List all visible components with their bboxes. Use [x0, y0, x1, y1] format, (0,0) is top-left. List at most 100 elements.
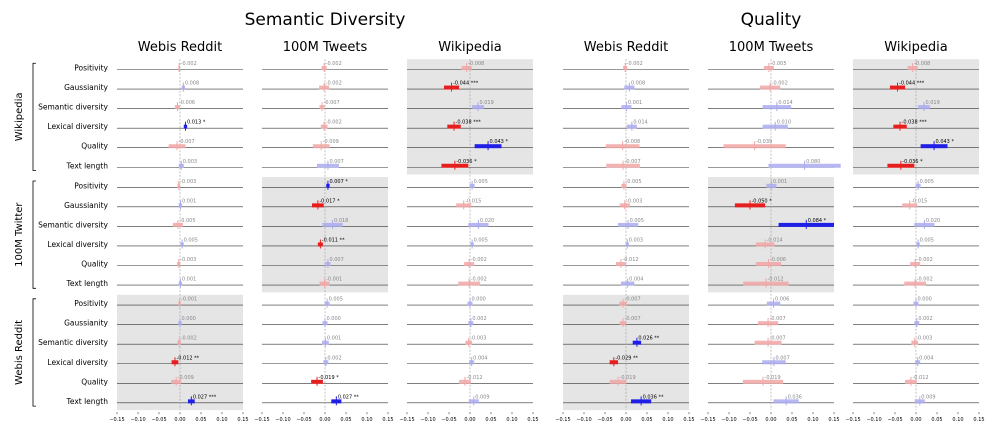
- row-label: Lexical diversity: [47, 122, 108, 131]
- section-title-semantic-diversity: Semantic Diversity: [245, 10, 406, 30]
- value-label: 0.004: [473, 355, 487, 361]
- value-label: -0.006: [179, 100, 195, 106]
- x-tick-label: 0.00: [620, 417, 631, 423]
- value-label: -0.044 ***: [453, 81, 479, 87]
- value-label: -0.036 *: [902, 159, 923, 165]
- x-tick-label: 0.05: [195, 417, 206, 423]
- value-label: 0.009: [921, 394, 935, 400]
- value-label: -0.009: [323, 139, 339, 145]
- value-label: 0.001: [773, 179, 787, 185]
- value-label: -0.019 *: [319, 375, 340, 381]
- value-label: 0.007: [329, 159, 343, 165]
- value-label: -0.050 *: [752, 198, 773, 204]
- value-label: -0.015: [911, 198, 927, 204]
- panel-title-semantic-100m-tweets: 100M Tweets: [283, 40, 368, 55]
- x-tick-label: 0.15: [683, 417, 694, 423]
- row-label: Quality: [81, 260, 108, 269]
- value-label: -0.011 **: [322, 237, 345, 243]
- value-label: -0.002: [471, 277, 487, 283]
- value-label: -0.002: [326, 81, 342, 87]
- row-label: Gaussianity: [64, 83, 108, 92]
- row-label: Semantic diversity: [38, 338, 108, 347]
- value-label: 0.004: [919, 355, 933, 361]
- value-label: -0.007: [770, 336, 786, 342]
- row-labels: Positivity Gaussianity Semantic diversity L…: [38, 64, 108, 406]
- x-tick-label: 0.00: [910, 417, 921, 423]
- value-label: 0.014: [633, 120, 647, 126]
- x-tick-label: 0.05: [340, 417, 351, 423]
- row-label: Text length: [66, 161, 109, 170]
- value-label: 0.000: [182, 316, 196, 322]
- x-tick-label: −0.05: [597, 417, 612, 423]
- x-tick-label: 0.15: [237, 417, 248, 423]
- value-label: -0.002: [326, 61, 342, 67]
- value-label: 0.010: [777, 120, 791, 126]
- value-label: -0.039: [756, 139, 772, 145]
- value-label: 0.000: [918, 297, 932, 303]
- value-label: -0.007: [625, 297, 641, 303]
- value-label: -0.019: [620, 375, 636, 381]
- x-tick-label: 0.10: [216, 417, 227, 423]
- x-tick-label: −0.15: [109, 417, 124, 423]
- value-label: 0.005: [474, 237, 488, 243]
- value-label: 0.018: [334, 218, 348, 224]
- shaded-blocks: [117, 59, 979, 411]
- value-label: -0.012: [912, 375, 928, 381]
- panel-title-quality-100m-tweets: 100M Tweets: [729, 40, 814, 55]
- value-label: 0.007: [775, 355, 789, 361]
- value-label: -0.038 ***: [902, 120, 928, 126]
- panel-title-semantic-wikipedia: Wikipedia: [438, 40, 501, 55]
- value-label: 0.005: [630, 218, 644, 224]
- group-label-webis-reddit: Webis Reddit: [14, 320, 25, 385]
- x-tick-label: −0.15: [700, 417, 715, 423]
- group-bracket: [32, 62, 36, 171]
- value-label: 0.080: [806, 159, 820, 165]
- row-label: Text length: [66, 397, 109, 406]
- x-tick-label: −0.05: [742, 417, 757, 423]
- value-label: -0.002: [181, 61, 197, 67]
- x-tick-label: −0.15: [254, 417, 269, 423]
- value-label: 0.026 **: [638, 336, 659, 342]
- panel-title-semantic-webis-reddit: Webis Reddit: [138, 40, 223, 55]
- x-tick-label: −0.05: [441, 417, 456, 423]
- row-label: Text length: [66, 279, 109, 288]
- value-label: 0.004: [629, 277, 643, 283]
- value-label: -0.007: [324, 100, 340, 106]
- x-tick-label: 0.05: [931, 417, 942, 423]
- x-tick-label: −0.10: [866, 417, 881, 423]
- value-label: 0.005: [920, 237, 934, 243]
- x-axis-ticks: −0.15 −0.10 −0.05 0.00 0.05 0.10 0.15 −0.15 −0.1…: [109, 412, 985, 423]
- value-label: 0.001: [182, 277, 196, 283]
- value-label: -0.007: [770, 316, 786, 322]
- value-label: -0.014: [767, 237, 783, 243]
- row-lines: [117, 69, 979, 404]
- value-label: 0.013 *: [187, 120, 206, 126]
- value-label: -0.038 ***: [456, 120, 482, 126]
- value-label: 0.027 ***: [193, 394, 217, 400]
- x-tick-label: −0.15: [555, 417, 570, 423]
- group-label-wikipedia: Wikipedia: [14, 92, 25, 141]
- value-label: 0.020: [926, 218, 940, 224]
- x-tick-label: −0.15: [399, 417, 414, 423]
- row-label: Positivity: [74, 299, 108, 308]
- value-label: 0.001: [182, 198, 196, 204]
- row-label: Semantic diversity: [38, 103, 108, 112]
- row-label: Lexical diversity: [47, 358, 108, 367]
- x-tick-label: 0.10: [662, 417, 673, 423]
- value-label: -0.008: [624, 139, 640, 145]
- value-label: 0.005: [329, 297, 343, 303]
- value-label: -0.044 ***: [899, 81, 925, 87]
- value-label: -0.001: [326, 277, 342, 283]
- value-label: -0.007: [625, 159, 641, 165]
- value-label: -0.002: [917, 257, 933, 263]
- value-label: 0.000: [472, 297, 486, 303]
- x-tick-label: 0.00: [765, 417, 776, 423]
- section-title-quality: Quality: [741, 10, 802, 30]
- value-label: -0.007: [179, 139, 195, 145]
- value-label: 0.006: [775, 297, 789, 303]
- value-label: 0.007: [329, 257, 343, 263]
- value-label: -0.008: [468, 61, 484, 67]
- value-label: 0.002: [918, 316, 932, 322]
- row-label: Gaussianity: [64, 201, 108, 210]
- value-label: 0.003: [629, 237, 643, 243]
